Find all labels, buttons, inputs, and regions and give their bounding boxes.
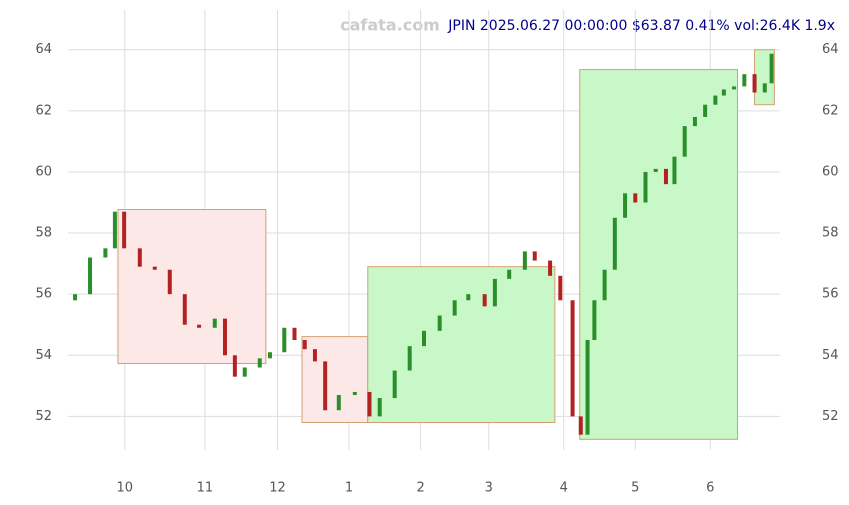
candle-body [612,217,617,270]
x-tick-label: 3 [485,481,493,496]
x-tick-label: 12 [269,481,286,496]
y-tick-label: 62 [35,103,52,118]
candle-body [692,116,697,127]
candle-body [492,278,497,307]
x-tick-label: 11 [197,481,214,496]
zone [367,266,556,423]
candle-body [602,269,607,301]
x-tick-label: 6 [706,481,714,496]
candle-body [407,346,412,371]
candle-body [122,211,127,249]
candle-body [507,269,512,279]
y-tick-label-right: 64 [822,42,839,57]
candle-body [732,86,737,90]
candle-body [222,318,227,356]
zone [117,209,267,365]
candle-body [367,391,372,417]
candle-body [103,248,108,258]
candle-body [88,257,93,295]
candle-body [570,300,575,417]
candle-body [73,294,78,301]
candle-body [437,315,442,331]
candle-body [267,352,272,359]
candle-body [742,74,747,87]
watermark: cafata.com [340,16,440,35]
y-tick-label-right: 62 [822,103,839,118]
candle-body [466,294,471,301]
zone [579,69,739,440]
candle-body [282,327,287,353]
x-tick-label: 5 [631,481,639,496]
candle-body [352,391,357,395]
candle-body [197,324,202,328]
y-tick-label: 52 [35,409,52,424]
candle-body [643,171,648,203]
y-tick-label: 56 [35,287,52,302]
candle-body [752,74,757,93]
y-tick-label-right: 54 [822,348,839,363]
candle-body [633,193,638,203]
x-tick-label: 10 [117,481,134,496]
candle-body [703,104,708,117]
candle-body [548,260,553,276]
candle-body [762,83,767,93]
candle-body [653,168,658,172]
candle-body [592,300,597,340]
candle-body [232,355,237,377]
x-tick-label: 1 [345,481,353,496]
y-tick-label: 64 [35,42,52,57]
y-tick-label: 58 [35,226,52,241]
candle-body [422,330,426,347]
candle-body [452,300,457,316]
candle-body [302,340,307,350]
candle-body [558,275,563,301]
candle-body [721,89,726,96]
candle-body [672,156,677,185]
candle-body [392,370,397,399]
y-tick-label-right: 60 [822,164,839,179]
y-tick-label: 60 [35,164,52,179]
candle-body [482,294,487,307]
candle-body [585,340,590,435]
candle-body [578,416,583,435]
candle-body [137,248,142,267]
candle-body [212,318,217,328]
candle-body [663,168,668,185]
y-tick-label-right: 56 [822,287,839,302]
candle-body [713,95,718,105]
y-tick-label-right: 52 [822,409,839,424]
candle-body [167,269,172,295]
candle-body [377,398,382,417]
candle-body [312,349,317,362]
candle-body [769,53,774,84]
candle-body [242,367,247,377]
candle-body [257,358,262,368]
candle-body [682,126,687,157]
candle-body [522,251,527,270]
y-tick-label-right: 58 [822,226,839,241]
candle-body [112,211,117,249]
candle-body [532,251,537,261]
chart-title: JPIN 2025.06.27 00:00:00 $63.87 0.41% vo… [447,18,835,34]
candle-body [336,395,341,411]
zone [301,336,369,423]
x-tick-label: 4 [560,481,568,496]
candle-body [623,193,628,218]
x-tick-label: 2 [416,481,424,496]
candle-body [292,327,297,340]
y-tick-label: 54 [35,348,52,363]
candle-body [152,266,157,270]
candle-body [182,294,187,325]
candle-body [323,361,328,411]
